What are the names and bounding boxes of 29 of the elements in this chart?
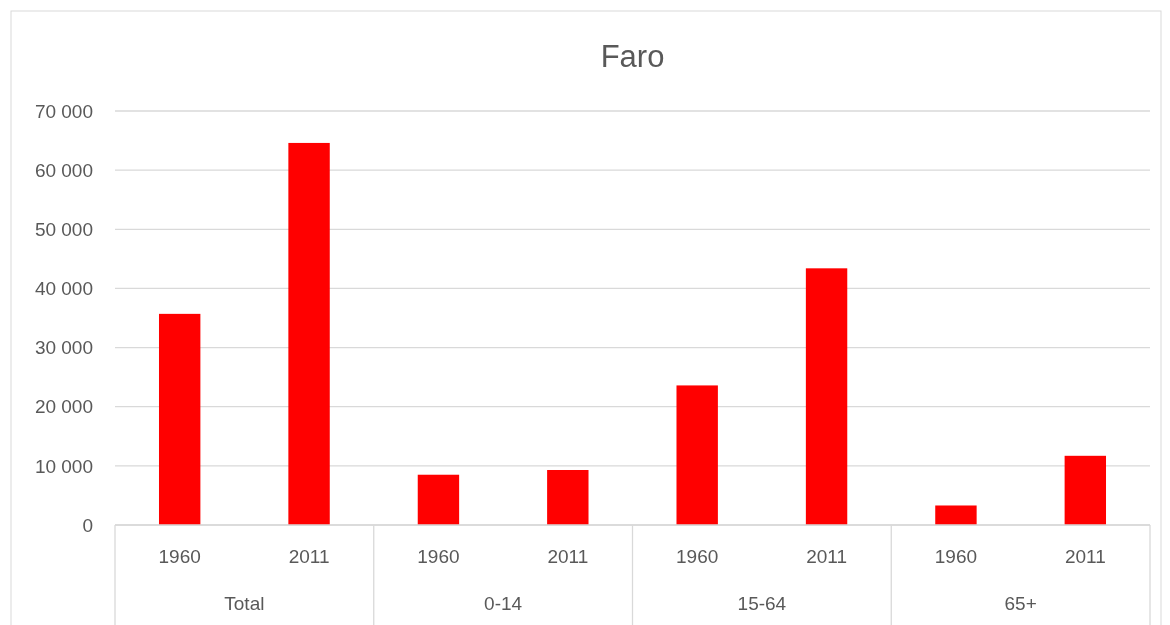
bar — [676, 385, 718, 525]
x-tick-label: 2011 — [806, 546, 847, 567]
bar — [288, 142, 330, 525]
y-tick-label: 50 000 — [34, 218, 93, 240]
y-tick-label: 70 000 — [34, 100, 93, 122]
bar — [805, 268, 848, 525]
y-tick-label: 10 000 — [34, 455, 93, 477]
bar — [417, 474, 460, 525]
text: 0-14 — [484, 593, 523, 614]
x-tick-label: 2011 — [547, 546, 589, 567]
y-tick-label: 60 000 — [34, 159, 93, 181]
bar — [547, 470, 589, 525]
x-tick-label: 2011 — [1064, 546, 1106, 567]
x-tick-label: 1960 — [417, 546, 460, 567]
x-tick-label: 1960 — [934, 546, 978, 567]
chart-title: Faro — [600, 39, 665, 74]
text: 65+ — [1004, 593, 1037, 614]
bar — [158, 313, 201, 525]
y-tick-label: 30 000 — [34, 337, 93, 359]
bar — [935, 505, 977, 525]
bar — [1064, 455, 1107, 525]
y-tick-label: 0 — [82, 514, 93, 536]
x-tick-label: 2011 — [288, 546, 330, 567]
y-tick-label: 40 000 — [34, 278, 93, 300]
text: Total — [224, 593, 265, 614]
x-tick-label: 1960 — [676, 546, 719, 567]
text: 15-64 — [737, 593, 787, 614]
x-tick-label: 1960 — [158, 546, 201, 567]
y-tick-label: 20 000 — [34, 396, 93, 418]
